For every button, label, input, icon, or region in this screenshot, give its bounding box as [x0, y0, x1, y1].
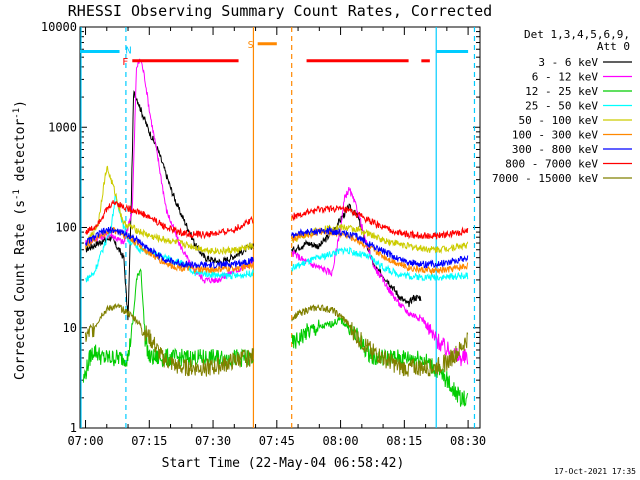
legend: Det 1,3,4,5,6,9,Att 0 3 - 6 keV 6 - 12 keV… [492, 28, 632, 185]
x-tick-label: 07:30 [195, 434, 231, 448]
legend-label: 50 - 100 keV [519, 114, 599, 127]
chart-title: RHESSI Observing Summary Count Rates, Co… [68, 2, 492, 20]
series-line-6 [85, 225, 469, 269]
series-line-4 [85, 165, 469, 256]
y-tick-label: 10000 [41, 20, 77, 34]
legend-label: 100 - 300 keV [512, 129, 598, 142]
flag-label: N [126, 45, 132, 56]
legend-title: Det 1,3,4,5,6,9, [524, 28, 630, 41]
legend-label: 300 - 800 keV [512, 143, 598, 156]
x-tick-label: 07:00 [67, 434, 103, 448]
y-axis-label: Corrected Count Rate (s-1 detector-1) [12, 100, 28, 380]
series-line-8 [85, 302, 469, 377]
legend-label: 800 - 7000 keV [505, 158, 598, 171]
x-tick-label: 08:15 [386, 434, 422, 448]
legend-label: 3 - 6 keV [538, 56, 598, 69]
legend-label: 12 - 25 keV [525, 85, 598, 98]
x-tick-label: 08:00 [323, 434, 359, 448]
series-line-7 [85, 200, 469, 240]
legend-label: 7000 - 15000 keV [492, 172, 598, 185]
y-tick-label: 1000 [48, 120, 77, 134]
x-axis-label: Start Time (22-May-04 06:58:42) [162, 456, 405, 471]
x-tick-label: 08:30 [450, 434, 486, 448]
y-tick-label: 1 [70, 421, 77, 435]
series-line-3 [85, 193, 469, 283]
y-tick-label: 100 [55, 221, 77, 235]
flag-label: F [122, 57, 128, 68]
legend-label: 25 - 50 keV [525, 100, 598, 113]
y-tick-label: 10 [63, 321, 77, 335]
legend-title: Att 0 [597, 40, 630, 53]
legend-label: 6 - 12 keV [532, 71, 599, 84]
series-line-2 [82, 268, 469, 407]
flag-label: S [248, 40, 254, 51]
x-tick-label: 07:45 [259, 434, 295, 448]
x-tick-label: 07:15 [131, 434, 167, 448]
timestamp: 17-Oct-2021 17:35 [554, 467, 636, 476]
series-layer [80, 27, 476, 428]
plot-area: 1 10 100 1000 10000 07:00 07:15 07:30 07:45 08:00… [41, 20, 486, 448]
